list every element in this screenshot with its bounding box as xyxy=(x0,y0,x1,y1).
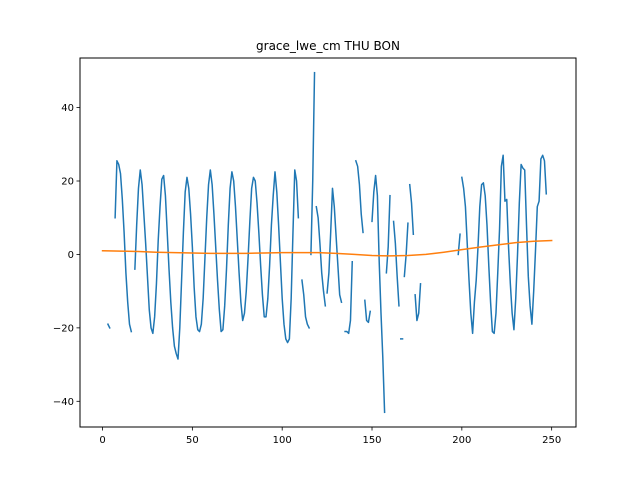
y-tick-label: 20 xyxy=(61,177,74,188)
series-1-line-segment xyxy=(326,187,343,304)
series-1-line-segment xyxy=(460,154,548,335)
y-tick-label: 0 xyxy=(68,250,74,261)
x-tick-label: 150 xyxy=(362,435,381,446)
series-1-line-segment xyxy=(371,174,386,414)
series-1-line-segment xyxy=(403,222,409,278)
series-1-line-segment xyxy=(134,169,300,360)
series-1-line-segment xyxy=(344,261,354,335)
series-1-line-segment xyxy=(301,279,311,329)
plot-area-frame xyxy=(79,57,577,428)
chart-title: grace_lwe_cm THU BON xyxy=(256,39,400,53)
series-1 xyxy=(106,71,548,414)
series-2 xyxy=(101,239,553,257)
series-1-line-segment xyxy=(364,299,372,324)
series-1-line-segment xyxy=(385,194,391,274)
x-tick-label: 0 xyxy=(99,435,105,446)
x-tick-label: 200 xyxy=(452,435,471,446)
tick-layer: 0 50 100 150 200 250 −40 −20 0 20 40 xyxy=(53,103,561,446)
y-tick-label: −20 xyxy=(53,323,74,334)
y-tick-label: 40 xyxy=(61,103,74,114)
series-1-line-segment xyxy=(457,233,461,256)
series-2-line-segment xyxy=(101,239,553,257)
x-tick-label: 250 xyxy=(542,435,561,446)
series-1-line-segment xyxy=(114,160,133,333)
series-1-line-segment xyxy=(354,159,364,234)
series-1-line-segment xyxy=(106,323,111,329)
series-1-line-segment xyxy=(392,220,400,307)
series-layer xyxy=(101,71,553,414)
x-tick-label: 50 xyxy=(186,435,199,446)
x-tick-label: 100 xyxy=(273,435,292,446)
series-1-line-segment xyxy=(315,205,327,307)
series-1-line-segment xyxy=(414,283,422,322)
y-tick-label: −40 xyxy=(53,397,74,408)
series-1-line-segment xyxy=(408,183,415,236)
series-1-line-segment xyxy=(310,71,316,256)
